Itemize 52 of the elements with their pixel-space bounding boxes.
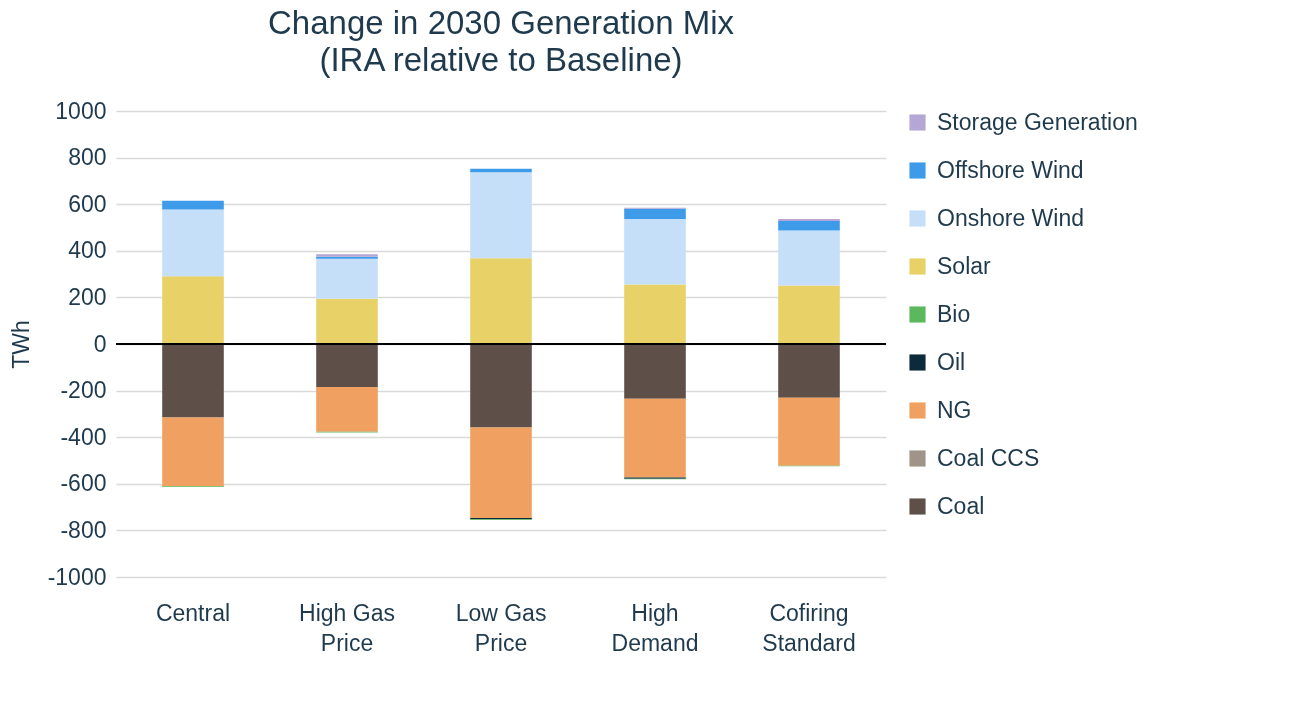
bar: [778, 344, 840, 398]
bar: [624, 208, 686, 219]
bar: [624, 284, 686, 344]
legend-label: NG: [937, 396, 972, 423]
bar: [624, 218, 686, 285]
bar: [778, 285, 840, 344]
y-tick-label: -400: [60, 423, 107, 450]
bar: [470, 258, 532, 344]
bar: [316, 344, 378, 388]
y-tick-label: 400: [68, 237, 107, 264]
y-tick-label: 600: [68, 190, 107, 217]
bar: [624, 398, 686, 478]
x-tick-label: Central: [155, 599, 231, 626]
legend-label: Onshore Wind: [937, 204, 1085, 231]
bar: [162, 209, 224, 277]
bar: [316, 298, 378, 344]
bar: [470, 344, 532, 428]
y-tick-label: 800: [68, 144, 107, 171]
bar: [624, 344, 686, 399]
bar: [316, 258, 378, 299]
x-tick-label: High Demand: [611, 599, 699, 656]
bar: [778, 218, 840, 221]
bar: [162, 344, 224, 418]
x-tick-label: Low Gas Price: [455, 599, 547, 656]
chart-title: Change in 2030 Generation Mix: [268, 4, 735, 41]
bar: [778, 220, 840, 231]
y-tick-label: -800: [60, 516, 107, 543]
bar: [162, 417, 224, 487]
y-tick-label: -600: [60, 470, 107, 497]
legend-label: Coal: [937, 492, 985, 519]
y-tick-label: -200: [60, 377, 107, 404]
x-tick-label: Cofiring Standard: [762, 599, 856, 656]
bar: [778, 397, 840, 466]
legend-label: Offshore Wind: [937, 156, 1084, 183]
y-axis-title: TWh: [7, 320, 34, 369]
legend-label: Storage Generation: [937, 108, 1138, 135]
bar: [470, 427, 532, 519]
legend-label: Bio: [937, 300, 971, 327]
y-tick-label: 0: [93, 330, 107, 357]
bar: [316, 387, 378, 432]
legend-label: Solar: [937, 252, 992, 279]
chart-subtitle: (IRA relative to Baseline): [319, 41, 683, 78]
y-tick-label: 200: [68, 283, 107, 310]
y-tick-label: -1000: [47, 563, 107, 590]
legend-label: Coal CCS: [937, 444, 1040, 471]
x-tick-label: High Gas Price: [299, 599, 395, 656]
legend-label: Oil: [937, 348, 966, 375]
y-tick-label: 1000: [55, 97, 107, 124]
bar: [778, 230, 840, 286]
bar: [470, 172, 532, 259]
bar: [162, 200, 224, 210]
bar: [162, 276, 224, 344]
